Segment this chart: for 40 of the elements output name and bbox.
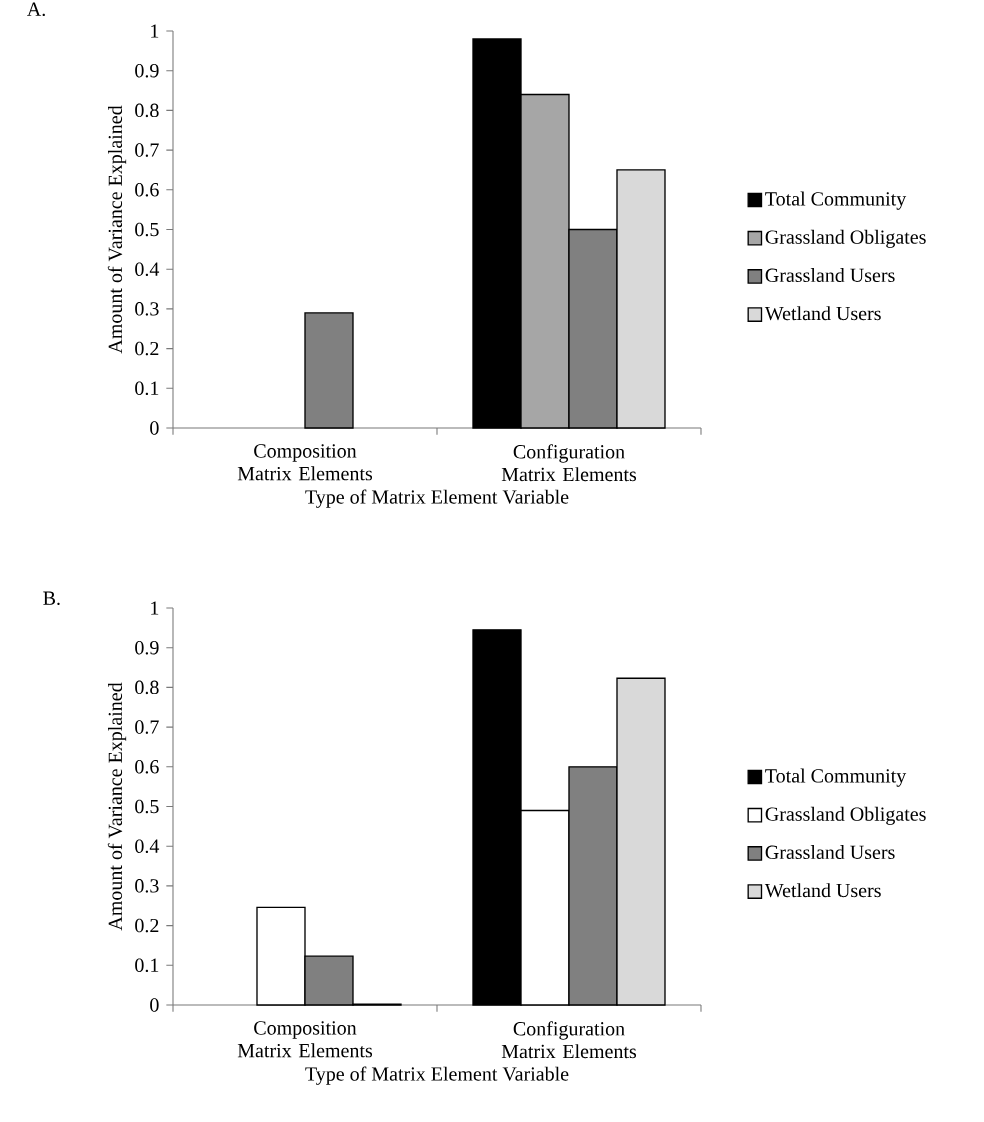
y-tick-label: 0.9 (135, 63, 159, 78)
x-tick-label: Composition Matrix Elements (237, 444, 373, 481)
y-tick-label: 0.6 (135, 183, 159, 197)
y-tick-label: 0.7 (135, 143, 159, 157)
legend-label: Total Community (765, 768, 907, 787)
legend-label: Wetland Users (764, 306, 881, 321)
x-tick-label: Configuration Matrix Elements (501, 1021, 637, 1059)
y-tick-label: 0.1 (135, 381, 159, 396)
legend-label: Wetland Users (764, 883, 881, 898)
x-tick-label: Composition Matrix Elements (237, 1021, 373, 1058)
x-axis-title: Type of Matrix Element Variable (305, 489, 569, 508)
y-tick-label: 0.6 (135, 760, 159, 774)
chart-title: A. (27, 2, 45, 17)
y-axis-title: Amount of Variance Explained (107, 105, 127, 354)
legend-label: Grassland Obligates (765, 806, 926, 825)
y-tick-label: 0.2 (135, 918, 159, 933)
y-tick-label: 0.5 (135, 222, 159, 237)
y-tick-label: 0.3 (135, 302, 159, 316)
y-tick-label: 1 (151, 601, 159, 615)
chart-title: B. (43, 591, 60, 605)
y-tick-label: 0.3 (135, 879, 159, 893)
x-axis-title: Type of Matrix Element Variable (305, 1066, 569, 1085)
legend-label: Total Community (765, 191, 907, 210)
x-tick-label: Configuration Matrix Elements (501, 444, 637, 482)
legend-label: Grassland Users (765, 844, 895, 860)
y-tick-label: 0.4 (135, 839, 160, 854)
y-tick-label: 0.2 (135, 341, 159, 356)
y-tick-label: 0.8 (135, 680, 159, 695)
y-tick-label: 0 (150, 421, 159, 435)
y-tick-label: 0.1 (135, 958, 159, 973)
y-axis-title: Amount of Variance Explained (107, 682, 127, 931)
y-tick-label: 0.4 (135, 262, 160, 277)
y-tick-label: 0.7 (135, 720, 159, 734)
y-tick-label: 0.9 (135, 640, 159, 655)
legend-label: Grassland Obligates (765, 229, 926, 248)
y-tick-label: 1 (151, 24, 159, 38)
y-tick-label: 0.8 (135, 103, 159, 118)
legend-label: Grassland Users (765, 267, 895, 283)
y-tick-label: 0 (150, 998, 159, 1012)
y-tick-label: 0.5 (135, 799, 159, 814)
